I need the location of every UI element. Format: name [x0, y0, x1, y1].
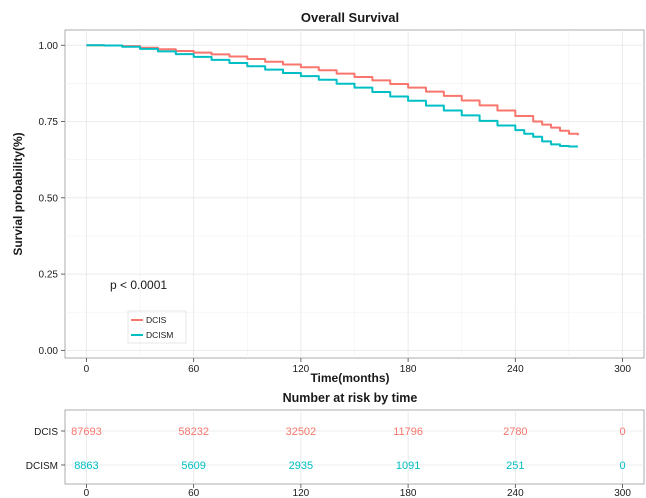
- x-tick-label: 120: [293, 364, 310, 375]
- x-tick-label: 0: [84, 364, 90, 375]
- survival-curves: [86, 44, 579, 148]
- risk-x-tick-label: 180: [400, 488, 417, 498]
- y-axis-ticks: 0.00 0.25 0.50 0.75 1.00: [39, 41, 65, 357]
- legend: DCIS DCISM: [127, 310, 187, 344]
- risk-count: 251: [506, 460, 524, 472]
- risk-x-tick-label: 120: [293, 488, 310, 498]
- risk-count: 2780: [503, 426, 527, 438]
- legend-label-dcism: DCISM: [146, 330, 173, 340]
- risk-grid: [65, 410, 644, 484]
- y-tick-label: 0.75: [39, 117, 59, 128]
- survival-curve-dcism: [86, 44, 578, 148]
- risk-table-border: [64, 409, 645, 485]
- x-axis-label: Time(months): [310, 371, 389, 385]
- risk-table-title: Number at risk by time: [283, 391, 418, 405]
- risk-x-tick-label: 60: [188, 488, 200, 498]
- risk-count: 32502: [286, 426, 317, 438]
- risk-count: 5609: [181, 460, 205, 472]
- risk-x-tick-label: 300: [614, 488, 631, 498]
- risk-count: 1091: [396, 460, 420, 472]
- y-tick-label: 1.00: [39, 41, 59, 52]
- x-tick-label: 300: [614, 364, 631, 375]
- risk-x-axis-ticks: 0 60 120 180 240 300: [84, 484, 631, 498]
- risk-row-label: DCISM: [26, 461, 58, 472]
- legend-box: [127, 310, 187, 344]
- risk-count: 58232: [178, 426, 209, 438]
- risk-count: 0: [619, 460, 625, 472]
- risk-x-tick-label: 0: [84, 488, 90, 498]
- risk-count: 11796: [393, 426, 423, 438]
- risk-count: 8863: [74, 460, 98, 472]
- y-tick-label: 0.25: [39, 270, 59, 281]
- p-value-annotation: p < 0.0001: [110, 278, 167, 292]
- risk-table-rows: DCIS 87693 58232 32502 11796 2780 0 DCISM 8863 56…: [26, 426, 626, 472]
- x-tick-label: 240: [507, 364, 524, 375]
- risk-x-tick-label: 240: [507, 488, 524, 498]
- risk-row-label: DCIS: [34, 427, 58, 438]
- y-tick-label: 0.00: [39, 346, 59, 357]
- x-axis-ticks: 0 60 120 180 240 300: [84, 358, 631, 375]
- chart-title: Overall Survival: [301, 10, 399, 25]
- x-tick-label: 60: [188, 364, 200, 375]
- y-axis-label: Survial probability(%): [11, 132, 25, 255]
- main-grid: [65, 30, 644, 358]
- y-tick-label: 0.50: [39, 193, 59, 204]
- risk-count: 0: [619, 426, 625, 438]
- risk-count: 87693: [71, 426, 102, 438]
- legend-label-dcis: DCIS: [146, 315, 167, 325]
- x-tick-label: 180: [400, 364, 417, 375]
- risk-count: 2935: [289, 460, 313, 472]
